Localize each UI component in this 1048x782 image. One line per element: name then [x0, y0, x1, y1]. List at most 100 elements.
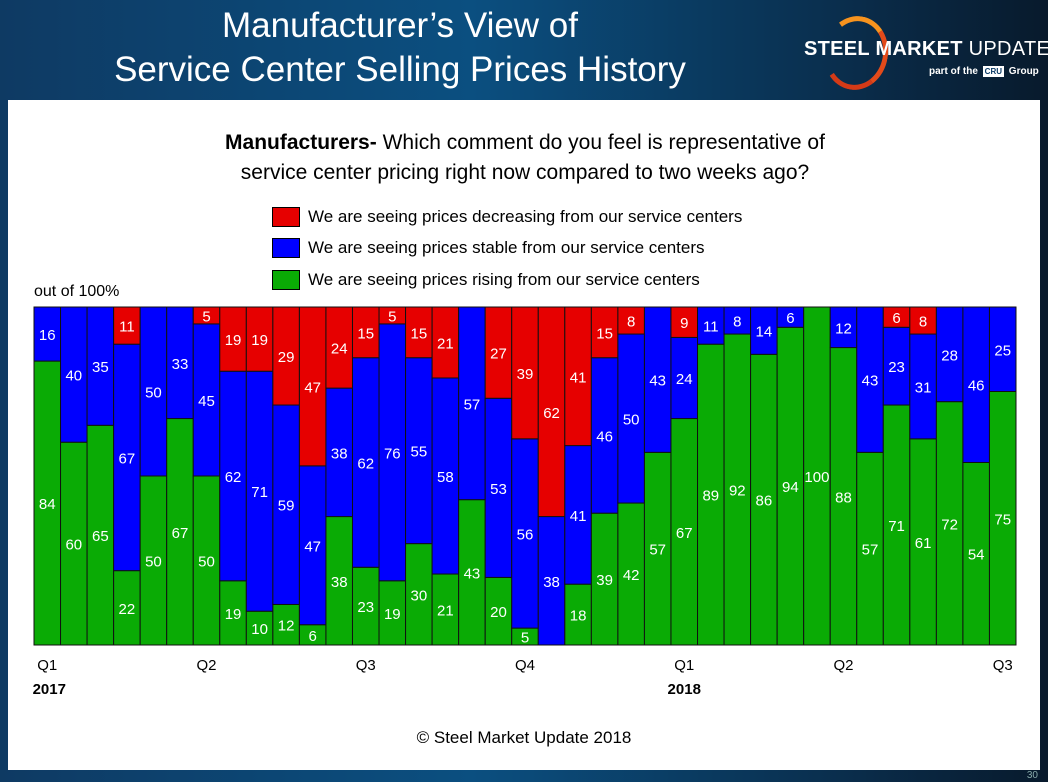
bar-segment-rising [192, 475, 221, 646]
data-label: 28 [941, 347, 958, 364]
x-tick-label: Q3 [993, 657, 1013, 674]
data-label: 62 [225, 469, 242, 486]
bar-segment-stable [33, 306, 62, 362]
data-label: 21 [437, 335, 454, 352]
data-label: 8 [627, 314, 635, 331]
data-label: 50 [145, 554, 162, 571]
data-label: 6 [309, 628, 317, 645]
data-label: 54 [968, 547, 985, 564]
data-label: 60 [65, 537, 82, 554]
bar-segment-rising [670, 418, 699, 646]
bar-segment-rising [431, 573, 460, 646]
bar-segment-decreasing [537, 306, 566, 518]
data-label: 57 [862, 542, 879, 559]
y-axis-label: out of 100% [34, 283, 120, 300]
x-tick-label: Q1 [37, 657, 57, 674]
data-label: 31 [915, 379, 932, 396]
bar-segment-stable [139, 306, 168, 477]
data-label: 62 [543, 405, 560, 422]
bar-segment-stable [750, 306, 778, 355]
data-label: 50 [145, 385, 162, 402]
bar-segment-stable [86, 306, 115, 426]
data-label: 47 [304, 538, 321, 555]
survey-question: Manufacturers- Which comment do you feel… [120, 128, 930, 188]
data-label: 18 [570, 608, 587, 625]
data-label: 46 [968, 378, 985, 395]
bar-segment-rising [86, 424, 115, 646]
data-label: 43 [862, 373, 879, 390]
legend-swatch-blue [272, 238, 300, 258]
legend-label: We are seeing prices decreasing from our… [308, 207, 743, 226]
data-label: 12 [835, 320, 852, 337]
logo-subtitle: part of the CRU Group [929, 66, 1039, 77]
x-tick-label: Q1 [674, 657, 694, 674]
data-label: 84 [39, 496, 56, 513]
data-label: 76 [384, 445, 401, 462]
bar-segment-stable [723, 306, 752, 335]
data-label: 75 [994, 511, 1011, 528]
data-label: 57 [649, 542, 666, 559]
bar-segment-rising [803, 306, 831, 646]
data-label: 67 [172, 525, 189, 542]
bar-segment-stable [458, 306, 486, 501]
data-label: 15 [596, 325, 613, 342]
x-year-label: 2017 [33, 681, 66, 698]
bar-segment-rising [139, 475, 168, 646]
data-label: 71 [888, 518, 905, 535]
steel-market-update-logo: STEEL MARKET UPDATE part of the CRU Grou… [800, 11, 1048, 95]
data-label: 94 [782, 479, 799, 496]
bar-segment-decreasing [431, 306, 460, 379]
data-label: 11 [703, 319, 719, 336]
data-label: 20 [490, 604, 507, 621]
data-label: 29 [278, 349, 295, 366]
data-label: 88 [835, 489, 852, 506]
data-label: 19 [251, 332, 268, 349]
data-label: 50 [198, 554, 215, 571]
bar-segment-stable [829, 306, 858, 349]
x-tick-label: Q4 [515, 657, 535, 674]
bar-segment-stable [935, 306, 964, 403]
data-label: 19 [225, 332, 242, 349]
data-label: 5 [521, 630, 529, 647]
bar-segment-decreasing [405, 306, 433, 359]
data-label: 15 [357, 325, 374, 342]
data-label: 86 [756, 493, 773, 510]
data-label: 35 [92, 359, 109, 376]
data-label: 12 [278, 618, 295, 635]
bar-segment-rising [219, 580, 247, 646]
data-label: 43 [649, 373, 666, 390]
data-label: 38 [331, 445, 348, 462]
data-label: 47 [304, 379, 321, 396]
data-label: 39 [596, 572, 613, 589]
bar-segment-decreasing [511, 306, 539, 440]
data-label: 5 [202, 308, 210, 325]
question-line-1: Which comment do you feel is representat… [376, 131, 825, 154]
data-label: 8 [919, 314, 927, 331]
bar-segment-stable [60, 306, 88, 443]
bar-segment-decreasing [272, 306, 300, 406]
bar-segment-stable [564, 445, 592, 585]
data-label: 38 [331, 574, 348, 591]
slide-title: Manufacturer’s View of Service Center Se… [0, 4, 800, 92]
data-label: 59 [278, 498, 295, 515]
data-label: 24 [331, 341, 348, 358]
data-label: 56 [517, 526, 534, 543]
data-label: 62 [357, 455, 374, 472]
data-label: 19 [384, 606, 401, 623]
data-label: 23 [888, 359, 905, 376]
question-bold: Manufacturers- [225, 131, 377, 154]
bar-segment-stable [988, 306, 1017, 392]
bar-segment-decreasing [617, 306, 645, 335]
data-label: 6 [892, 310, 900, 327]
data-label: 39 [517, 366, 534, 383]
x-tick-label: Q2 [833, 657, 853, 674]
data-label: 27 [490, 346, 507, 363]
data-label: 67 [676, 525, 693, 542]
data-label: 30 [410, 587, 427, 604]
data-label: 41 [570, 369, 587, 386]
data-label: 43 [464, 565, 481, 582]
bar-segment-decreasing [484, 306, 513, 399]
bar-segment-decreasing [325, 306, 353, 389]
bar-segment-rising [962, 461, 990, 646]
